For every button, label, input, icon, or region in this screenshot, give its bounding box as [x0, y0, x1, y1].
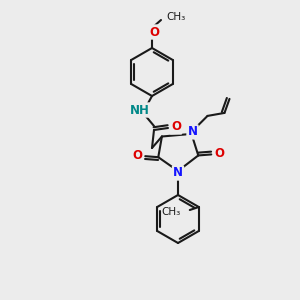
- Text: N: N: [173, 167, 183, 179]
- Text: N: N: [188, 125, 197, 138]
- Text: CH₃: CH₃: [161, 207, 181, 217]
- Text: O: O: [214, 147, 224, 160]
- Text: O: O: [149, 26, 159, 38]
- Text: NH: NH: [130, 103, 150, 116]
- Text: O: O: [171, 121, 181, 134]
- Text: O: O: [132, 149, 142, 162]
- Text: CH₃: CH₃: [166, 12, 185, 22]
